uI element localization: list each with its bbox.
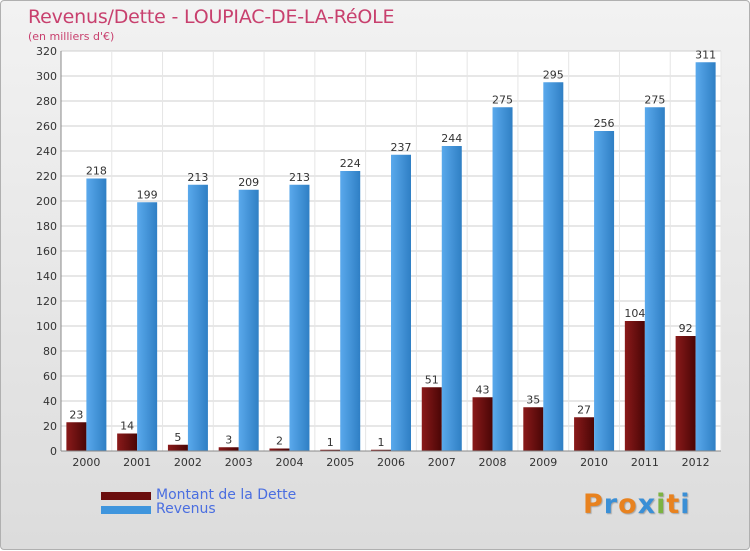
legend-label-revenus: Revenus <box>156 501 216 517</box>
bar-dette <box>472 397 493 451</box>
logo-letter: t <box>666 489 681 520</box>
legend-swatch-dette <box>101 492 151 500</box>
y-tick-label: 220 <box>36 170 57 183</box>
bar-dette <box>523 407 544 451</box>
x-tick-label: 2008 <box>479 456 507 469</box>
bar-revenus <box>644 107 665 451</box>
bar-revenus <box>289 184 310 451</box>
bar-dette <box>269 448 290 451</box>
data-label-dette: 43 <box>476 383 490 396</box>
x-tick-label: 2000 <box>72 456 100 469</box>
data-label-revenus: 224 <box>340 157 361 170</box>
data-label-dette: 51 <box>425 373 439 386</box>
x-tick-label: 2010 <box>580 456 608 469</box>
chart-subtitle: (en milliers d'€) <box>28 30 115 43</box>
bar-revenus <box>695 62 716 451</box>
logo-letter: r <box>603 489 619 520</box>
logo-letter: i <box>680 489 691 520</box>
y-tick-label: 40 <box>43 395 57 408</box>
y-tick-label: 160 <box>36 245 57 258</box>
bar-revenus <box>187 184 208 451</box>
x-tick-label: 2006 <box>377 456 405 469</box>
data-label-revenus: 244 <box>441 132 462 145</box>
bar-revenus <box>137 202 158 451</box>
data-label-revenus: 218 <box>86 165 107 178</box>
data-label-revenus: 213 <box>289 171 310 184</box>
data-label-dette: 92 <box>679 322 693 335</box>
chart-title: Revenus/Dette - LOUPIAC-DE-LA-RéOLE <box>28 6 395 28</box>
bar-dette <box>167 444 188 451</box>
data-label-revenus: 311 <box>695 48 716 61</box>
data-label-dette: 1 <box>327 436 334 449</box>
bar-dette <box>624 321 645 451</box>
bar-dette <box>218 447 239 451</box>
x-tick-label: 2002 <box>174 456 202 469</box>
data-label-dette: 2 <box>276 435 283 448</box>
data-label-dette: 104 <box>624 307 645 320</box>
data-label-revenus: 256 <box>594 117 615 130</box>
logo-letter: P <box>583 489 604 520</box>
x-tick-label: 2007 <box>428 456 456 469</box>
logo-letter: i <box>656 489 667 520</box>
x-tick-label: 2012 <box>682 456 710 469</box>
y-tick-label: 0 <box>50 445 57 458</box>
x-tick-label: 2009 <box>529 456 557 469</box>
y-tick-label: 80 <box>43 345 57 358</box>
data-label-dette: 35 <box>526 393 540 406</box>
data-label-dette: 5 <box>174 431 181 444</box>
x-tick-label: 2004 <box>275 456 303 469</box>
bar-dette <box>574 417 595 451</box>
proxiti-logo: Proxiti <box>583 489 691 520</box>
data-label-dette: 3 <box>225 433 232 446</box>
bar-dette <box>320 449 341 451</box>
bar-dette <box>371 449 391 451</box>
y-tick-label: 320 <box>36 45 57 58</box>
bar-revenus <box>340 171 361 451</box>
data-label-dette: 23 <box>69 408 83 421</box>
x-tick-label: 2003 <box>225 456 253 469</box>
data-label-revenus: 199 <box>137 188 158 201</box>
y-tick-label: 20 <box>43 420 57 433</box>
bar-dette <box>66 422 87 451</box>
y-tick-label: 60 <box>43 370 57 383</box>
bar-revenus <box>441 146 462 451</box>
y-tick-label: 140 <box>36 270 57 283</box>
bar-dette <box>117 433 138 451</box>
legend-swatch-revenus <box>101 506 151 514</box>
data-label-revenus: 275 <box>644 93 665 106</box>
x-tick-label: 2005 <box>326 456 354 469</box>
y-tick-label: 120 <box>36 295 57 308</box>
bar-dette <box>421 387 442 451</box>
bar-revenus <box>543 82 564 451</box>
bar-revenus <box>86 178 107 451</box>
y-tick-label: 100 <box>36 320 57 333</box>
y-tick-label: 260 <box>36 120 57 133</box>
data-label-dette: 27 <box>577 403 591 416</box>
y-tick-label: 280 <box>36 95 57 108</box>
data-label-revenus: 237 <box>391 141 412 154</box>
bar-revenus <box>391 154 411 451</box>
data-label-dette: 1 <box>378 436 385 449</box>
y-tick-label: 180 <box>36 220 57 233</box>
data-label-revenus: 275 <box>492 93 513 106</box>
bar-revenus <box>594 131 615 451</box>
y-tick-label: 200 <box>36 195 57 208</box>
x-tick-label: 2011 <box>631 456 659 469</box>
x-tick-label: 2001 <box>123 456 151 469</box>
bar-revenus <box>238 189 259 451</box>
y-tick-label: 300 <box>36 70 57 83</box>
y-tick-label: 240 <box>36 145 57 158</box>
bar-revenus <box>492 107 513 451</box>
logo-letter: o <box>618 489 638 520</box>
data-label-revenus: 209 <box>238 176 259 189</box>
data-label-revenus: 295 <box>543 68 564 81</box>
data-label-revenus: 213 <box>187 171 208 184</box>
data-label-dette: 14 <box>120 420 134 433</box>
logo-letter: x <box>637 489 657 520</box>
legend-label-dette: Montant de la Dette <box>156 487 297 503</box>
bar-dette <box>675 336 696 451</box>
